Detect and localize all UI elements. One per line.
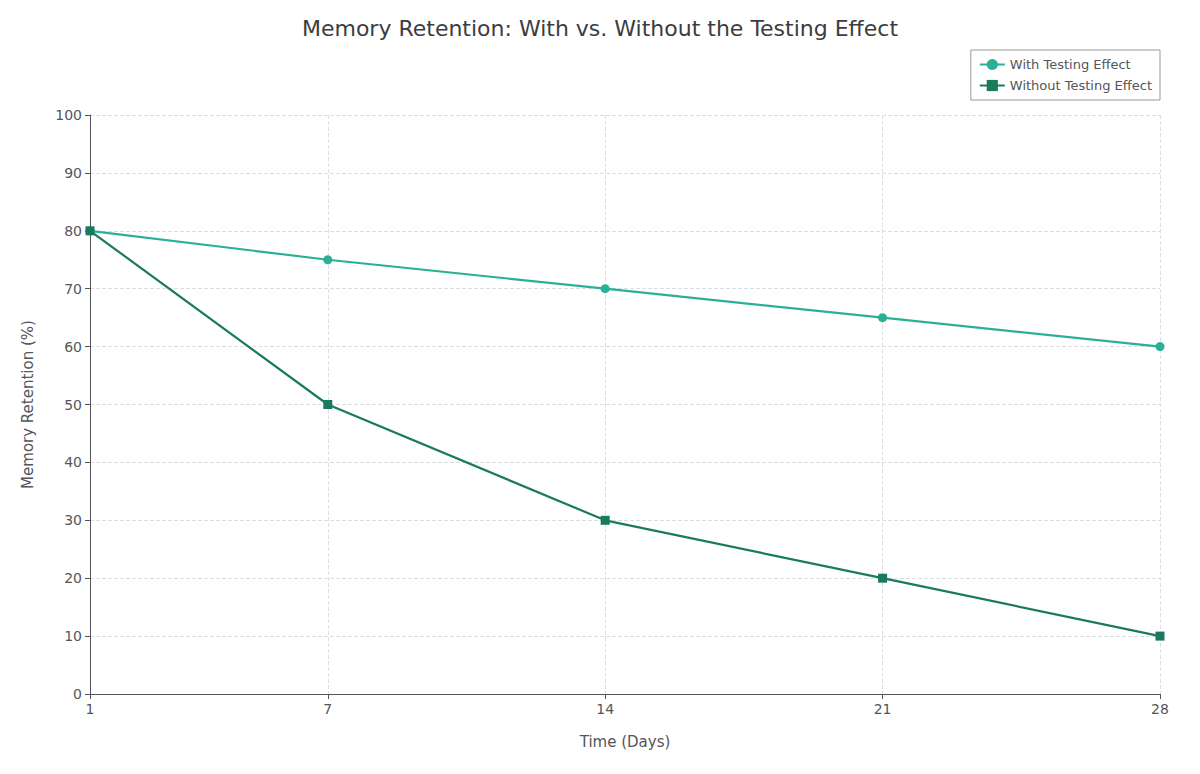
svg-text:0: 0: [73, 686, 82, 702]
svg-text:7: 7: [323, 701, 332, 717]
svg-text:Time (Days): Time (Days): [579, 733, 671, 751]
svg-text:10: 10: [64, 628, 82, 644]
svg-text:70: 70: [64, 281, 82, 297]
svg-text:30: 30: [64, 512, 82, 528]
svg-text:1: 1: [86, 701, 95, 717]
svg-text:100: 100: [55, 107, 82, 123]
svg-text:90: 90: [64, 165, 82, 181]
svg-text:14: 14: [596, 701, 614, 717]
svg-text:20: 20: [64, 570, 82, 586]
svg-text:40: 40: [64, 454, 82, 470]
svg-text:28: 28: [1151, 701, 1169, 717]
svg-text:Memory Retention (%): Memory Retention (%): [19, 320, 37, 489]
svg-text:60: 60: [64, 339, 82, 355]
svg-text:Without Testing Effect: Without Testing Effect: [1010, 78, 1152, 93]
svg-text:21: 21: [874, 701, 892, 717]
svg-text:With Testing Effect: With Testing Effect: [1010, 57, 1131, 72]
svg-text:80: 80: [64, 223, 82, 239]
svg-text:Memory Retention: With vs. Wit: Memory Retention: With vs. Without the T…: [302, 16, 898, 41]
svg-text:50: 50: [64, 397, 82, 413]
